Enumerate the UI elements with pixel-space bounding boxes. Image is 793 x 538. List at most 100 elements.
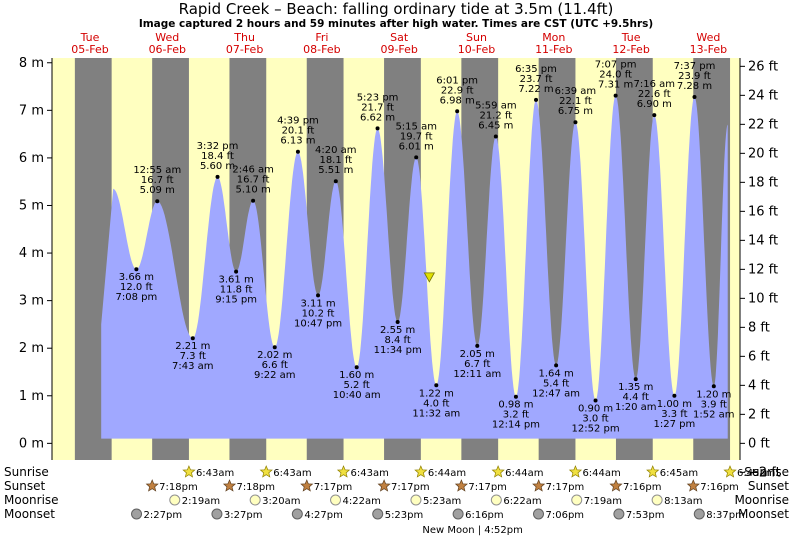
right-tick-label: 20 ft <box>748 146 778 161</box>
low-tide-label: 10.2 ft <box>302 308 335 319</box>
high-tide-label: 12:55 am <box>133 165 181 176</box>
day-of-week: Tue <box>80 31 100 44</box>
sun-star-icon <box>336 465 351 478</box>
moonset-icon <box>131 508 143 520</box>
sunrise-time: 6:43am <box>351 468 389 479</box>
right-margin <box>740 58 793 460</box>
right-tick-label: 0 ft <box>748 436 770 451</box>
sun-star-icon <box>491 465 505 478</box>
high-tide-label: 6:01 pm <box>436 75 478 86</box>
left-tick-label: 7 m <box>19 103 44 118</box>
low-tide-label: 1:52 am <box>693 409 735 420</box>
high-tide-label: 7:16 am <box>634 79 676 90</box>
sunrise-time: 6:44am <box>582 468 620 479</box>
moonset-time: 4:27pm <box>304 510 343 521</box>
tide-point <box>395 320 400 325</box>
high-tide-label: 18.4 ft <box>201 151 234 162</box>
left-tick-label: 8 m <box>19 56 44 71</box>
tide-point <box>333 179 338 184</box>
left-tick-label: 2 m <box>19 341 44 356</box>
right-tick-label: 24 ft <box>748 88 778 103</box>
tide-point <box>513 394 518 399</box>
sun-star-icon <box>222 479 237 492</box>
low-tide-label: 1.20 m <box>696 389 731 400</box>
day-headers: Tue05-FebWed06-FebThu07-FebFri08-FebSat0… <box>71 31 727 56</box>
high-tide-label: 6.75 m <box>558 106 593 117</box>
sunset-time: 7:18pm <box>159 482 198 493</box>
tide-point <box>354 365 359 370</box>
high-tide-label: 2:46 am <box>232 165 274 176</box>
low-tide-label: 12:14 pm <box>492 420 540 431</box>
sun-star-icon <box>414 465 428 478</box>
high-tide-label: 21.2 ft <box>479 110 512 121</box>
day-of-week: Tue <box>621 31 641 44</box>
header: Rapid Creek – Beach: falling ordinary ti… <box>139 0 653 30</box>
low-tide-label: 7:43 am <box>172 361 214 372</box>
day-date: 06-Feb <box>149 43 186 56</box>
sun-star-icon <box>182 465 196 478</box>
day-of-week: Wed <box>155 31 179 44</box>
right-tick-label: 26 ft <box>748 59 778 74</box>
tide-point <box>554 363 559 368</box>
tide-point <box>613 93 618 98</box>
row-label-right-sunrise: Sunrise <box>744 465 789 479</box>
sun-star-icon <box>609 479 623 492</box>
right-tick-label: 16 ft <box>748 204 778 219</box>
high-tide-label: 6.62 m <box>360 112 395 123</box>
day-date: 05-Feb <box>71 43 108 56</box>
high-tide-label: 5.10 m <box>236 185 271 196</box>
sunrise-time: 6:43am <box>196 468 234 479</box>
moonrise-icon <box>651 494 663 506</box>
sunset-time: 7:18pm <box>236 482 275 493</box>
low-tide-label: 3.2 ft <box>503 410 529 421</box>
low-tide-label: 3.0 ft <box>582 414 608 425</box>
row-label-moonset: Moonset <box>4 507 55 521</box>
right-tick-label: 6 ft <box>748 349 770 364</box>
high-tide-label: 22.1 ft <box>559 96 592 107</box>
moonset-icon <box>452 508 464 520</box>
sun-star-icon <box>300 479 314 492</box>
sunset-time: 7:17pm <box>391 482 430 493</box>
left-tick-label: 6 m <box>19 151 44 166</box>
high-tide-label: 6.45 m <box>478 120 513 131</box>
tide-point <box>534 97 539 102</box>
low-tide-label: 2.02 m <box>257 350 292 361</box>
day-date: 11-Feb <box>535 43 572 56</box>
high-tide-label: 6.13 m <box>280 136 315 147</box>
high-tide-label: 23.7 ft <box>520 74 553 85</box>
tide-point <box>434 383 439 388</box>
low-tide-label: 10:40 am <box>333 390 381 401</box>
high-tide-label: 16.7 ft <box>141 175 174 186</box>
low-tide-label: 3.61 m <box>219 275 254 286</box>
moonset-time: 6:16pm <box>465 510 504 521</box>
moonrise-icon <box>490 494 502 506</box>
tide-point <box>692 95 697 100</box>
sunset-time: 7:17pm <box>468 482 507 493</box>
tide-point <box>593 398 598 403</box>
tide-point <box>414 155 419 160</box>
tide-point <box>672 393 677 398</box>
right-tick-label: 2 ft <box>748 407 770 422</box>
right-tick-label: 14 ft <box>748 233 778 248</box>
high-tide-label: 7.28 m <box>677 81 712 92</box>
low-tide-label: 5.4 ft <box>543 378 569 389</box>
day-date: 10-Feb <box>458 43 495 56</box>
low-tide-label: 2.55 m <box>380 325 415 336</box>
low-tide-label: 11:34 pm <box>374 345 422 356</box>
high-tide-label: 16.7 ft <box>237 175 270 186</box>
high-tide-label: 6:39 am <box>555 86 597 97</box>
high-tide-label: 5:23 pm <box>357 92 399 103</box>
tide-water-area <box>101 95 728 439</box>
high-tide-label: 23.9 ft <box>678 71 711 82</box>
low-tide-label: 9:22 am <box>254 370 296 381</box>
tide-point <box>190 336 195 341</box>
low-tide-label: 2.05 m <box>460 349 495 360</box>
sunrise-time: 6:44am <box>505 468 543 479</box>
high-tide-label: 3:32 pm <box>197 141 239 152</box>
low-tide-label: 0.90 m <box>578 404 613 415</box>
high-tide-label: 7:07 pm <box>595 60 637 71</box>
right-tick-label: 22 ft <box>748 117 778 132</box>
tide-point <box>272 345 277 350</box>
